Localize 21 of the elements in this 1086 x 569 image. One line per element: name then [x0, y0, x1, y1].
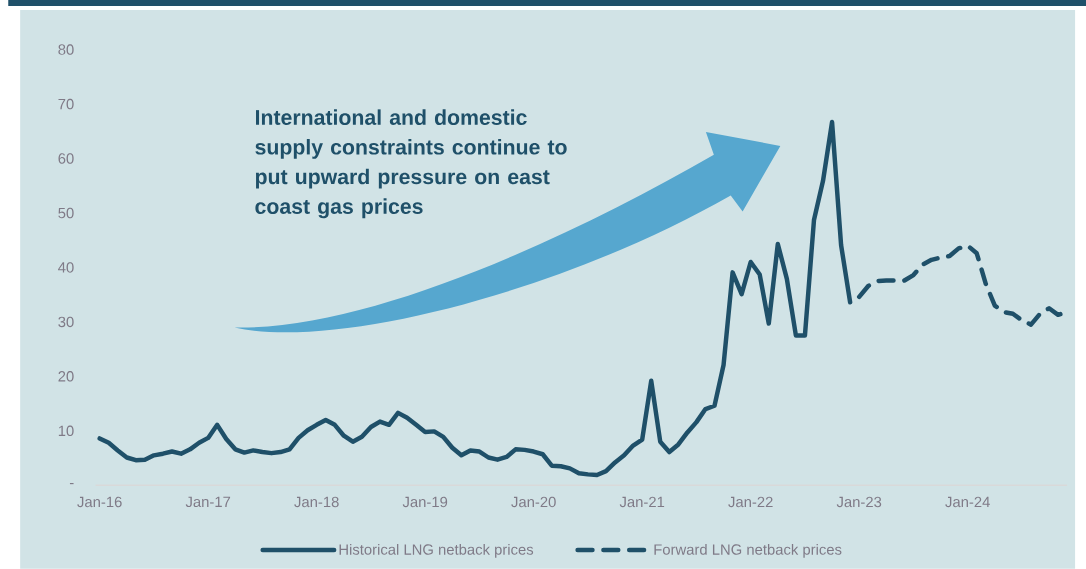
y-tick-label: 70 [58, 99, 74, 110]
x-tick-label: Jan-24 [945, 496, 990, 508]
y-tick-label: 20 [58, 371, 74, 382]
x-tick-label: Jan-17 [185, 496, 231, 508]
y-tick-label: - [69, 483, 74, 485]
annotation: International and domestic supply constraints continue to put upward pressure on east coast gas prices [255, 109, 567, 219]
legend-label: Forward LNG netback prices [654, 544, 842, 558]
y-tick-label: 60 [58, 153, 74, 164]
y-tick-label: 40 [58, 262, 74, 273]
y-tick-label: 30 [58, 316, 74, 328]
x-tick-label: Jan-20 [511, 496, 556, 508]
y-tick-label: 10 [58, 425, 74, 437]
x-tick-label: Jan-23 [836, 496, 882, 508]
x-tick-label: Jan-22 [728, 496, 773, 508]
legend-label: Historical LNG netback prices [339, 544, 534, 558]
x-tick-label: Jan-16 [77, 496, 122, 508]
x-tick-label: Jan-18 [294, 496, 339, 508]
x-tick-label: Jan-19 [402, 496, 448, 508]
x-tick-label: Jan-21 [619, 496, 665, 508]
y-tick-label: 80 [58, 44, 74, 56]
y-tick-label: 50 [58, 207, 74, 219]
